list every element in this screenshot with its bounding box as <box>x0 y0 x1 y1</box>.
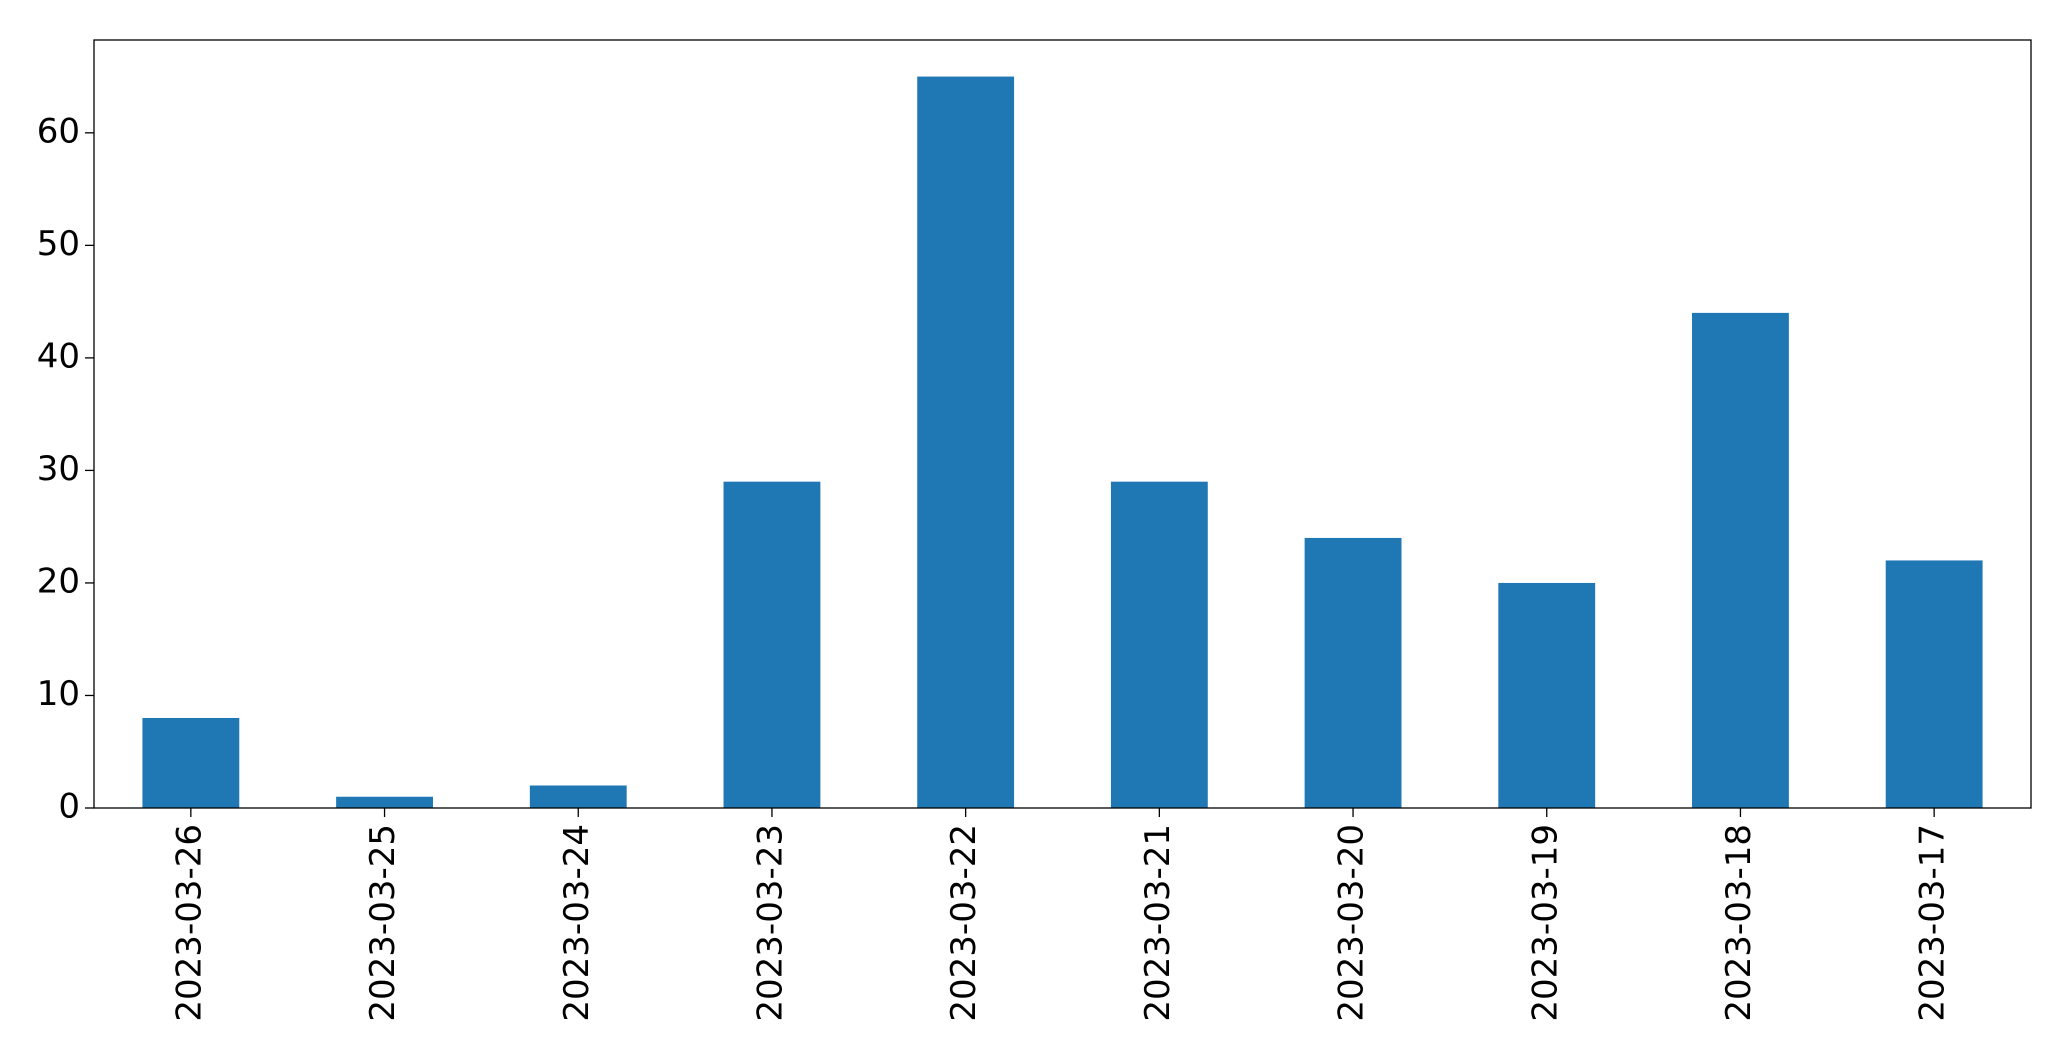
x-tick-label: 2023-03-18 <box>1719 824 1759 1022</box>
y-tick-label: 10 <box>37 674 80 714</box>
x-tick-label: 2023-03-20 <box>1332 824 1372 1022</box>
plot-frame <box>93 39 2032 809</box>
bar <box>1885 560 1983 808</box>
bar <box>142 717 240 808</box>
bar <box>1304 537 1402 808</box>
bar <box>529 785 627 808</box>
x-tick-label: 2023-03-19 <box>1525 824 1565 1022</box>
bar <box>336 796 433 808</box>
x-tick-label: 2023-03-22 <box>944 824 984 1022</box>
x-tick-label: 2023-03-23 <box>750 824 790 1022</box>
y-tick-label: 60 <box>37 111 80 151</box>
bar <box>917 76 1015 809</box>
x-tick-label: 2023-03-24 <box>557 824 597 1022</box>
x-tick-label: 2023-03-26 <box>169 824 209 1022</box>
y-tick-label: 50 <box>37 224 80 264</box>
y-tick-label: 20 <box>37 561 80 601</box>
x-tick-label: 2023-03-17 <box>1913 824 1953 1022</box>
bar <box>1110 481 1208 808</box>
bar <box>723 481 821 808</box>
bar <box>1692 312 1789 808</box>
y-tick-label: 30 <box>37 449 80 489</box>
y-tick-label: 40 <box>37 336 80 376</box>
bar <box>1498 582 1596 808</box>
x-tick-label: 2023-03-21 <box>1138 824 1178 1022</box>
y-tick-label: 0 <box>58 787 80 827</box>
x-tick-label: 2023-03-25 <box>363 824 403 1022</box>
